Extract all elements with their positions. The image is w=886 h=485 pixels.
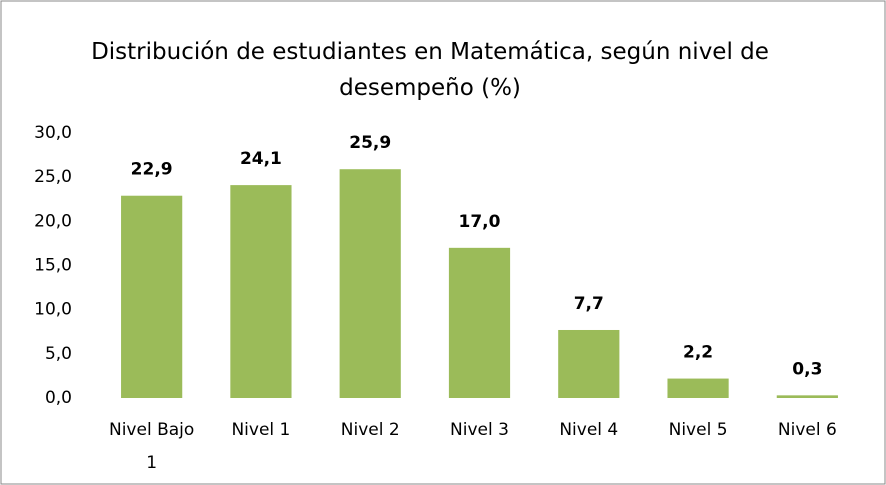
x-tick-label: Nivel Bajo 1 [109,420,194,473]
x-tick-label: Nivel 4 [559,420,618,440]
y-tick-label: 20,0 [34,211,72,231]
y-tick-label: 0,0 [45,388,72,408]
data-label: 22,9 [131,160,173,180]
x-tick-label: Nivel 5 [669,420,728,440]
x-tick-label: Nivel 1 [231,420,290,440]
data-label: 2,2 [683,343,713,363]
bar [776,395,838,398]
x-tick-label: Nivel 6 [778,420,837,440]
data-label: 7,7 [574,294,604,314]
y-tick-label: 15,0 [34,256,72,276]
y-tick-label: 30,0 [34,123,72,143]
x-tick-label: Nivel 3 [450,420,509,440]
bar [448,247,511,398]
bar [121,195,183,398]
chart-title: Distribución de estudiantes en Matemátic… [91,39,769,101]
x-tick-label: Nivel 2 [341,420,400,440]
y-tick-label: 25,0 [34,167,72,187]
bar [339,169,401,398]
data-label: 25,9 [349,133,391,153]
data-label: 0,3 [792,359,822,379]
y-tick-label: 10,0 [34,300,72,320]
bar [558,329,620,398]
data-label: 24,1 [240,149,282,169]
data-label: 17,0 [459,212,501,232]
y-tick-label: 5,0 [45,344,72,364]
bar [230,185,292,398]
bar [667,378,729,398]
